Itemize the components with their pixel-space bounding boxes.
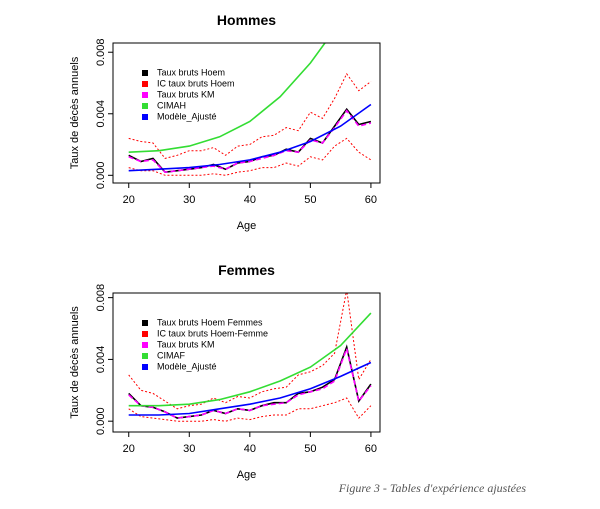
plot-frame	[112, 292, 381, 433]
x-tick-label: 20	[123, 194, 135, 206]
legend-marker	[142, 353, 148, 359]
x-tick-label: 60	[365, 443, 377, 455]
series-line	[128, 293, 372, 410]
x-tick-label: 30	[183, 194, 195, 206]
x-tick-label: 50	[304, 443, 316, 455]
y-axis-label: Taux de décès annuels	[69, 56, 81, 169]
legend-label: Taux bruts KM	[157, 339, 215, 349]
legend-label: Taux bruts Hoem	[157, 67, 225, 77]
x-tick-label: 40	[244, 443, 256, 455]
x-tick-label: 20	[123, 443, 135, 455]
x-tick-label: 40	[244, 194, 256, 206]
x-tick-label: 60	[365, 194, 377, 206]
legend-marker	[142, 70, 148, 76]
series-line	[128, 43, 326, 153]
legend-marker	[142, 92, 148, 98]
legend-label: IC taux bruts Hoem	[157, 78, 235, 88]
series-line	[128, 137, 372, 176]
legend-marker	[142, 364, 148, 370]
chart: Hommes 20 30 40 50 60 0.000 0.004 0.008 Age Taux d…	[69, 12, 381, 232]
y-tick-label: 0.000	[95, 407, 107, 435]
plot-frame	[112, 42, 381, 184]
legend-marker	[142, 342, 148, 348]
series-line	[128, 72, 372, 159]
chart-title: Femmes	[218, 262, 275, 278]
legend-label: CIMAH	[157, 100, 186, 110]
legend-label: IC taux bruts Hoem-Femme	[157, 328, 268, 338]
y-tick-label: 0.004	[95, 100, 107, 128]
legend-marker	[142, 320, 148, 326]
legend-marker	[142, 331, 148, 337]
legend-label: Taux bruts KM	[157, 89, 215, 99]
legend-label: Taux bruts Hoem Femmes	[157, 317, 263, 327]
legend-marker	[142, 81, 148, 87]
x-axis-label: Age	[237, 220, 257, 232]
x-tick-label: 30	[183, 443, 195, 455]
series-line	[128, 312, 372, 407]
plot-area	[128, 43, 372, 176]
legend-marker	[142, 103, 148, 109]
legend-label: Modèle_Ajusté	[157, 361, 217, 371]
x-tick-label: 50	[304, 194, 316, 206]
chart: Femmes 20 30 40 50 60 0.000 0.004 0.008 Age Taux d…	[69, 262, 381, 481]
x-axis-label: Age	[237, 469, 257, 481]
plot-area	[128, 293, 372, 422]
y-tick-label: 0.008	[95, 38, 107, 66]
series-line	[128, 361, 372, 416]
series-line	[128, 397, 372, 422]
chart-title: Hommes	[217, 12, 276, 28]
y-tick-label: 0.000	[95, 162, 107, 190]
series-line	[128, 109, 372, 174]
series-line	[128, 103, 372, 172]
series-line	[128, 345, 372, 419]
y-axis-label: Taux de décès annuels	[69, 306, 81, 419]
legend-label: CIMAF	[157, 350, 186, 360]
y-tick-label: 0.008	[95, 284, 107, 312]
y-tick-label: 0.004	[95, 346, 107, 374]
legend-marker	[142, 114, 148, 120]
legend-label: Modèle_Ajusté	[157, 111, 217, 121]
caption: Figure 3 - Tables d'expérience ajustées	[338, 481, 527, 495]
